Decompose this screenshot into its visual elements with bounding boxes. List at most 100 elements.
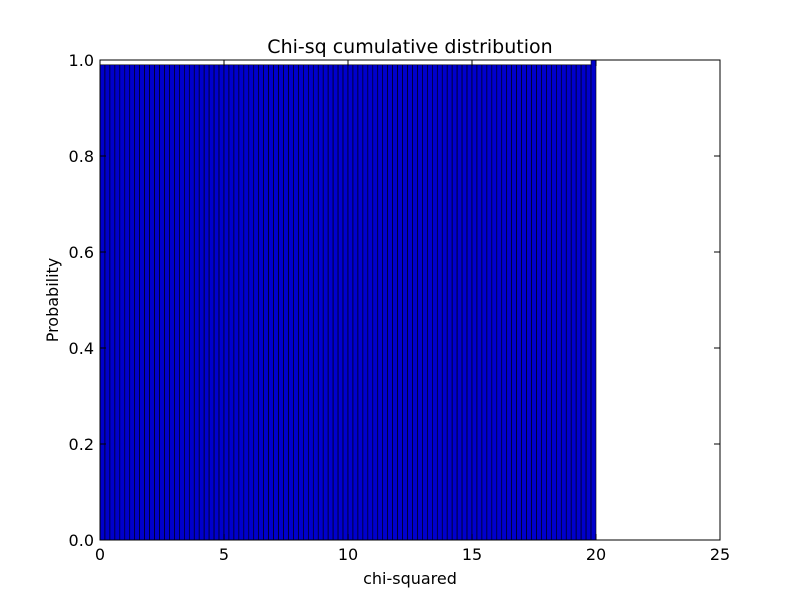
x-tick-label: 5 (219, 545, 229, 564)
bar (565, 64, 572, 541)
y-tick-label: 1.0 (69, 51, 94, 70)
x-tick-label: 10 (338, 545, 358, 564)
x-tick-label: 20 (586, 545, 606, 564)
bar (506, 64, 512, 541)
bar (382, 64, 388, 541)
bar (139, 64, 145, 541)
bar (357, 64, 364, 541)
bar (253, 64, 260, 541)
y-axis-ticks: 0.0 0.2 0.4 0.6 0.8 1.0 (69, 51, 720, 550)
bar (317, 64, 324, 541)
bar (238, 64, 245, 541)
bar (208, 64, 215, 541)
bar (412, 64, 418, 541)
bar (407, 64, 413, 541)
bar (288, 64, 294, 541)
bar (551, 64, 557, 541)
bar (124, 64, 131, 541)
bar (496, 64, 503, 541)
bar (427, 64, 433, 541)
x-tick-label: 15 (462, 545, 482, 564)
bar (154, 64, 160, 541)
bar (332, 64, 339, 541)
bar (104, 64, 111, 541)
x-axis-label: chi-squared (363, 569, 457, 588)
y-axis-label: Probability (43, 258, 62, 343)
bar (283, 64, 289, 541)
bar (392, 64, 398, 541)
bar (223, 64, 230, 541)
bar (417, 64, 423, 541)
bar (174, 64, 180, 541)
bar (342, 64, 349, 541)
y-tick-label: 0.2 (69, 435, 94, 454)
bar (580, 64, 587, 541)
bar (575, 64, 582, 541)
bar (322, 64, 329, 541)
bar (273, 64, 279, 541)
y-tick-label: 0.6 (69, 243, 94, 262)
bar (293, 64, 299, 541)
bar (233, 64, 240, 541)
bar (144, 64, 150, 541)
bar (372, 64, 379, 541)
bar (188, 64, 195, 541)
bar (228, 64, 235, 541)
bar (422, 64, 428, 541)
bar (213, 64, 220, 541)
bar (258, 64, 264, 541)
bar (184, 64, 190, 541)
bar (432, 64, 438, 541)
bar (441, 64, 448, 541)
bar (377, 64, 384, 541)
bar (491, 64, 498, 541)
bar (248, 64, 255, 541)
bar (585, 64, 592, 541)
bar (352, 64, 359, 541)
bar (486, 64, 493, 541)
x-axis-ticks: 0 5 10 15 20 25 (95, 60, 730, 564)
axes-frame (99, 59, 721, 541)
bar (243, 64, 250, 541)
bar (521, 64, 527, 541)
bar (531, 64, 537, 541)
bar (546, 64, 552, 541)
bar (193, 64, 200, 541)
bar (536, 64, 542, 541)
bar (327, 64, 334, 541)
bar (511, 64, 517, 541)
bar (387, 64, 393, 541)
bar (303, 64, 309, 541)
bar-group (99, 59, 597, 541)
bar (451, 64, 458, 541)
bar (402, 64, 408, 541)
bar (149, 64, 155, 541)
bar (481, 64, 488, 541)
bar (560, 64, 567, 541)
bar (347, 64, 354, 541)
bar (134, 64, 140, 541)
bar (119, 64, 126, 541)
bar (476, 64, 483, 541)
y-tick-label: 0.8 (69, 147, 94, 166)
bar (362, 64, 369, 541)
y-tick-label: 0.4 (69, 339, 94, 358)
bar (590, 59, 597, 541)
x-tick-label: 25 (710, 545, 730, 564)
bar (446, 64, 453, 541)
bar (337, 64, 344, 541)
bar (526, 64, 532, 541)
bar (298, 64, 304, 541)
bar (312, 64, 319, 541)
bar (436, 64, 443, 541)
bar (263, 64, 269, 541)
bar (516, 64, 522, 541)
bar (114, 64, 121, 541)
bar (278, 64, 284, 541)
bar (570, 64, 577, 541)
chart-title: Chi-sq cumulative distribution (267, 36, 552, 58)
bar (456, 64, 463, 541)
bar (308, 64, 314, 541)
bar (164, 64, 170, 541)
